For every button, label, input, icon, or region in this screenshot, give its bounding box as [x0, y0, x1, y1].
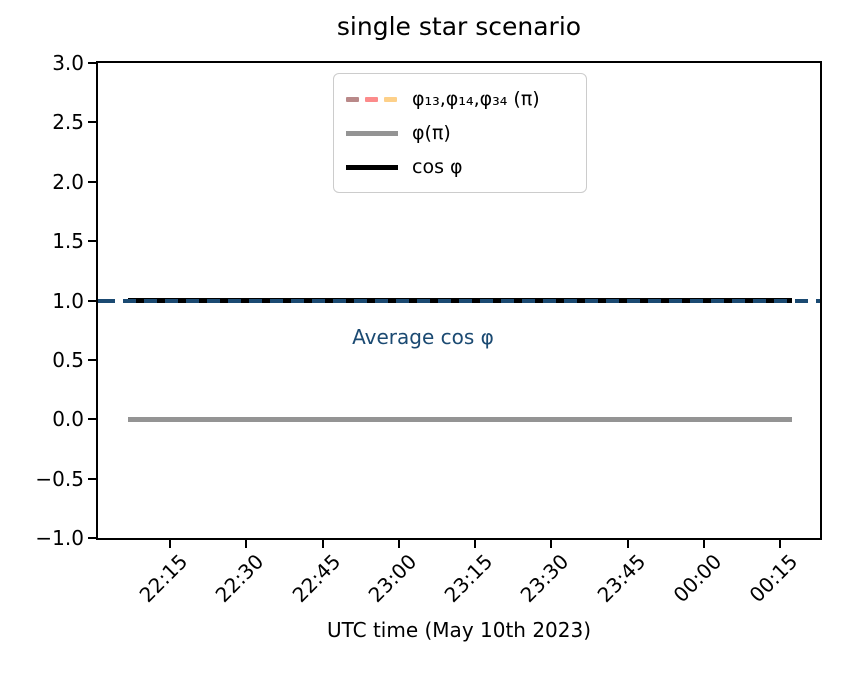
- y-tick-mark: [88, 180, 96, 183]
- annotation-average-cos-phi: Average cos φ: [352, 325, 494, 349]
- x-tick-mark: [702, 540, 705, 548]
- y-tick-mark: [88, 299, 96, 302]
- y-tick-mark: [88, 477, 96, 480]
- legend-entry-cos-phi: cos φ: [346, 156, 574, 178]
- y-tick-mark: [88, 240, 96, 243]
- y-tick-label: −1.0: [35, 526, 84, 550]
- y-tick-label: 2.0: [52, 169, 84, 194]
- y-tick-mark: [88, 121, 96, 124]
- legend: φ₁₃,φ₁₄,φ₃₄ (π) φ(π) cos φ: [333, 73, 587, 193]
- y-tick-label: 0.5: [52, 347, 84, 372]
- x-tick-label: 23:45: [592, 549, 650, 608]
- y-tick-label: 1.5: [52, 229, 84, 254]
- legend-key-black-line-icon: [346, 164, 398, 170]
- x-tick-mark: [626, 540, 629, 548]
- x-tick-label: 22:15: [134, 549, 193, 608]
- x-tick-label: 23:00: [363, 549, 422, 608]
- x-tick-label: 22:45: [287, 549, 345, 608]
- series-line-3: [98, 298, 820, 303]
- plot-area: 3.0 2.5 2.0 1.5 1.0 0.5 0.0 −0.5 −1.0 22:15 22:30…: [35, 52, 822, 607]
- y-tick-label: 0.0: [52, 407, 84, 432]
- y-tick-label: −0.5: [35, 466, 84, 491]
- x-tick-mark: [779, 540, 781, 548]
- y-tick-mark: [88, 418, 96, 421]
- y-tick-label: 1.0: [52, 288, 84, 313]
- x-tick-mark: [397, 540, 400, 548]
- legend-label-phi-pi: φ(π): [412, 122, 451, 144]
- x-tick-mark: [550, 540, 553, 548]
- x-tick-mark: [321, 540, 324, 548]
- legend-key-gray-line-icon: [346, 130, 398, 136]
- x-tick-label: 00:00: [668, 549, 727, 608]
- y-tick-mark: [88, 537, 96, 539]
- legend-entry-phi-pi: φ(π): [346, 122, 574, 144]
- y-tick-mark: [88, 62, 96, 64]
- legend-label-cos-phi: cos φ: [412, 156, 463, 178]
- x-tick-label: 00:15: [744, 549, 803, 608]
- legend-entry-phases: φ₁₃,φ₁₄,φ₃₄ (π): [346, 88, 574, 110]
- x-tick-mark: [169, 540, 171, 548]
- legend-key-tricolor-dashed-line-icon: [346, 96, 398, 102]
- series-line-1: [128, 416, 792, 422]
- legend-label-phases: φ₁₃,φ₁₄,φ₃₄ (π): [412, 88, 540, 110]
- y-tick-label: 2.5: [52, 110, 84, 135]
- x-tick-mark: [245, 540, 248, 548]
- x-tick-label: 22:30: [210, 549, 269, 608]
- x-tick-label: 23:30: [515, 549, 574, 608]
- x-tick-mark: [474, 540, 476, 548]
- chart-title: single star scenario: [336, 12, 582, 41]
- y-tick-mark: [88, 358, 96, 361]
- y-tick-label: 3.0: [52, 51, 84, 75]
- x-tick-label: 23:15: [439, 549, 498, 608]
- x-axis-label: UTC time (May 10th 2023): [326, 618, 592, 642]
